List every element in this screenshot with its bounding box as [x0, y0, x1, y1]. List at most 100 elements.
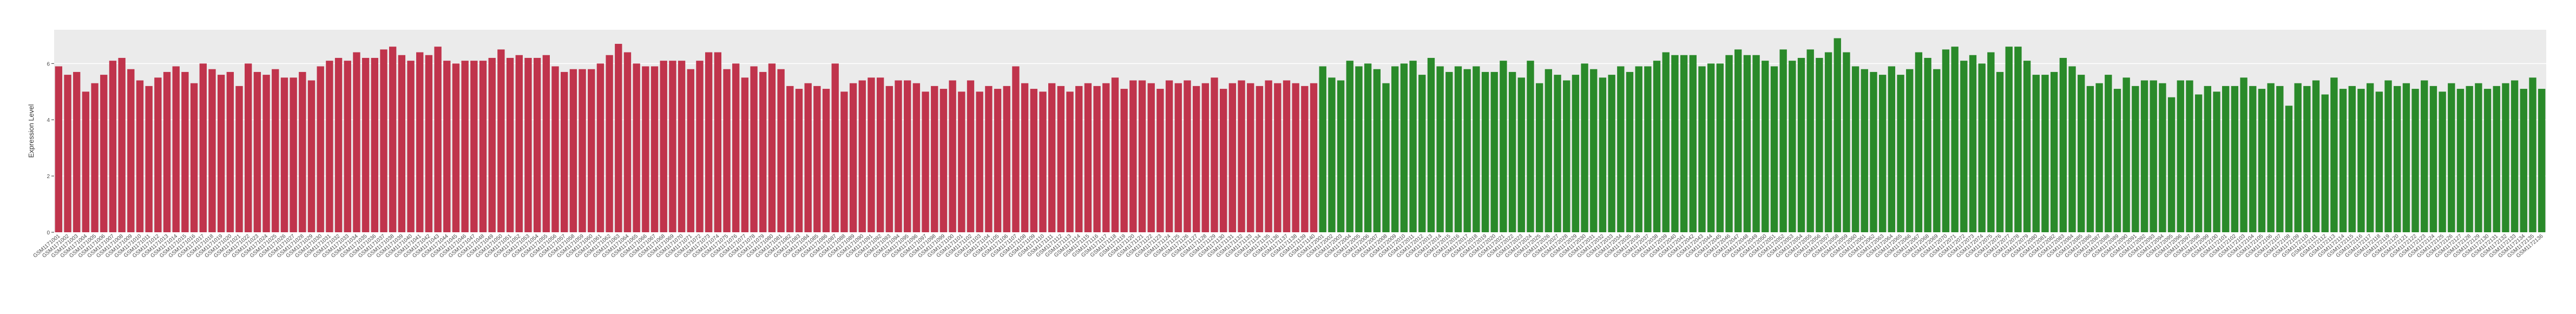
bar	[2321, 94, 2329, 232]
bar	[1391, 66, 1399, 233]
bar	[1797, 57, 1805, 232]
bar	[416, 52, 424, 233]
bar	[1671, 55, 1679, 232]
bar	[1337, 80, 1345, 232]
bar	[1545, 69, 1553, 232]
bar	[2439, 91, 2446, 232]
bar	[1184, 80, 1191, 232]
bar	[1779, 49, 1787, 232]
bar	[1265, 80, 1272, 232]
bar	[2078, 75, 2085, 232]
bar	[1725, 55, 1733, 232]
bar	[1806, 49, 1814, 232]
bar	[1120, 89, 1128, 233]
bar	[1924, 57, 1931, 232]
bar	[2132, 86, 2139, 232]
bar	[1409, 61, 1417, 232]
bar	[470, 61, 478, 232]
bar	[2105, 75, 2112, 232]
bar	[371, 57, 378, 232]
bar	[1310, 83, 1318, 232]
bar	[226, 71, 234, 232]
bar	[1951, 47, 1959, 233]
bar	[1843, 52, 1850, 233]
bar	[786, 86, 794, 232]
bar	[1084, 83, 1092, 232]
bar	[1960, 61, 1968, 232]
bar	[759, 71, 767, 232]
bar	[2357, 89, 2365, 233]
bar	[1021, 83, 1029, 232]
bar	[2023, 61, 2031, 232]
bar	[488, 57, 496, 232]
bar	[425, 55, 433, 232]
bar	[1057, 86, 1065, 232]
bar	[1138, 80, 1146, 232]
bar	[479, 61, 487, 232]
bar	[344, 61, 351, 232]
bar	[1066, 91, 1074, 232]
bar	[2294, 83, 2302, 232]
bar	[190, 83, 198, 232]
bar	[1834, 38, 1841, 232]
bar	[1888, 66, 1896, 233]
bar	[172, 66, 180, 233]
bar	[2032, 75, 2040, 232]
bar	[1174, 83, 1182, 232]
bar	[1364, 63, 1372, 232]
bar	[334, 57, 343, 232]
bar	[1752, 55, 1760, 232]
bar	[1987, 52, 1995, 233]
bar	[1373, 69, 1381, 232]
bar	[868, 77, 875, 233]
bar	[714, 52, 722, 233]
y-tick-label: 0	[47, 230, 50, 236]
bar	[958, 91, 965, 232]
bar	[1355, 66, 1363, 233]
bar	[804, 83, 812, 232]
bar	[1581, 63, 1588, 232]
bar	[542, 55, 550, 232]
bar	[280, 77, 288, 233]
bar	[1743, 55, 1751, 232]
bar	[2177, 80, 2184, 232]
bar	[1400, 63, 1408, 232]
bar	[163, 71, 171, 232]
bar	[1978, 63, 1986, 232]
bar	[1165, 80, 1173, 232]
bar	[1463, 69, 1471, 232]
bar	[245, 63, 252, 232]
bar	[2529, 77, 2536, 233]
bar	[1030, 89, 1037, 233]
bar	[1608, 75, 1615, 232]
bar	[1256, 86, 1264, 232]
bar	[579, 69, 586, 232]
bar	[2394, 86, 2401, 232]
bar	[506, 57, 514, 232]
bar	[91, 83, 98, 232]
bar	[1003, 86, 1010, 232]
bar	[136, 80, 144, 232]
bar	[407, 61, 415, 232]
bar	[2312, 80, 2320, 232]
y-axis-label: Expression Level	[27, 104, 35, 158]
bar	[118, 57, 126, 232]
bar	[732, 63, 740, 232]
bar	[994, 89, 1002, 233]
bar	[2113, 89, 2121, 233]
bar	[1500, 61, 1507, 232]
bar	[1942, 49, 1950, 232]
bar	[2330, 77, 2338, 233]
bar	[2456, 89, 2465, 233]
bar	[2375, 91, 2383, 232]
bar	[1851, 66, 1859, 233]
bar	[840, 91, 848, 232]
bar	[1789, 61, 1796, 232]
bar	[1590, 69, 1598, 232]
bar	[1734, 49, 1742, 232]
bar	[2475, 83, 2482, 232]
bar	[831, 63, 839, 232]
bar	[633, 63, 640, 232]
bar	[64, 75, 71, 232]
